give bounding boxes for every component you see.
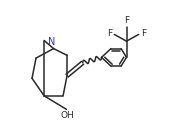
Text: N: N	[48, 37, 55, 47]
Text: F: F	[141, 29, 146, 38]
Text: F: F	[124, 16, 129, 25]
Text: F: F	[107, 29, 112, 38]
Text: OH: OH	[60, 111, 74, 120]
